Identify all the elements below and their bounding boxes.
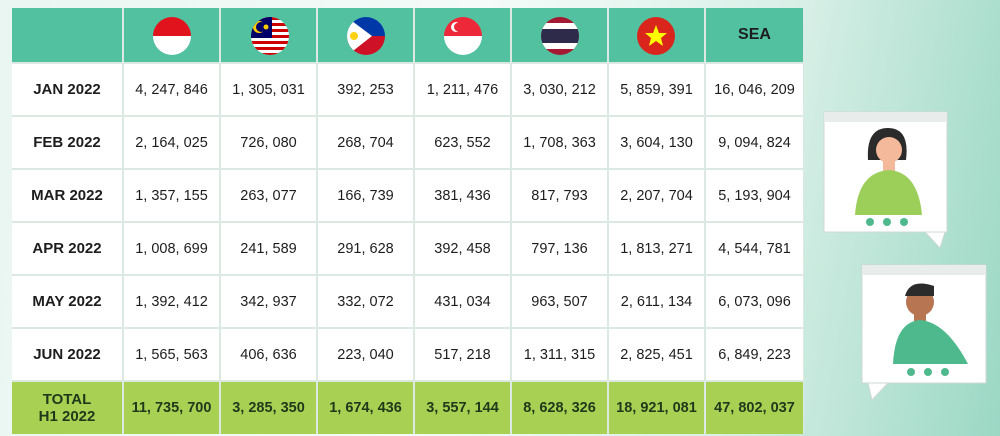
value-cell: 332, 072 — [318, 276, 413, 327]
total-cell: 18, 921, 081 — [609, 382, 704, 434]
value-cell: 726, 080 — [221, 117, 316, 168]
value-cell: 16, 046, 209 — [706, 64, 803, 115]
header-cell — [609, 8, 704, 62]
value-cell: 406, 636 — [221, 329, 316, 380]
value-cell: 1, 311, 315 — [512, 329, 607, 380]
value-cell: 797, 136 — [512, 223, 607, 274]
value-cell: 817, 793 — [512, 170, 607, 221]
value-cell: 1, 392, 412 — [124, 276, 219, 327]
value-cell: 6, 073, 096 — [706, 276, 803, 327]
value-cell: 1, 708, 363 — [512, 117, 607, 168]
value-cell: 2, 164, 025 — [124, 117, 219, 168]
value-cell: 223, 040 — [318, 329, 413, 380]
value-cell: 5, 859, 391 — [609, 64, 704, 115]
value-cell: 392, 458 — [415, 223, 510, 274]
header-cell — [415, 8, 510, 62]
value-cell: 1, 008, 699 — [124, 223, 219, 274]
header-cell — [12, 8, 122, 62]
value-cell: 1, 211, 476 — [415, 64, 510, 115]
value-cell: 431, 034 — [415, 276, 510, 327]
value-cell: 2, 825, 451 — [609, 329, 704, 380]
value-cell: 3, 030, 212 — [512, 64, 607, 115]
value-cell: 4, 544, 781 — [706, 223, 803, 274]
value-cell: 291, 628 — [318, 223, 413, 274]
value-cell: 5, 193, 904 — [706, 170, 803, 221]
value-cell: 517, 218 — [415, 329, 510, 380]
value-cell: 2, 207, 704 — [609, 170, 704, 221]
value-cell: 1, 565, 563 — [124, 329, 219, 380]
total-label-line: H1 2022 — [38, 408, 96, 425]
video-call-man — [861, 264, 987, 402]
total-cell: 3, 557, 144 — [415, 382, 510, 434]
row-label: FEB 2022 — [12, 117, 122, 168]
header-sea: SEA — [706, 8, 803, 62]
value-cell: 9, 094, 824 — [706, 117, 803, 168]
total-label: TOTAL H1 2022 — [12, 382, 122, 434]
total-label-line: TOTAL — [42, 391, 92, 408]
total-cell: 8, 628, 326 — [512, 382, 607, 434]
value-cell: 963, 507 — [512, 276, 607, 327]
value-cell: 263, 077 — [221, 170, 316, 221]
row-label: MAR 2022 — [12, 170, 122, 221]
row-label: APR 2022 — [12, 223, 122, 274]
row-label: JUN 2022 — [12, 329, 122, 380]
value-cell: 4, 247, 846 — [124, 64, 219, 115]
header-cell — [512, 8, 607, 62]
video-call-woman — [823, 111, 948, 249]
value-cell: 241, 589 — [221, 223, 316, 274]
total-cell: 3, 285, 350 — [221, 382, 316, 434]
header-cell — [221, 8, 316, 62]
value-cell: 2, 611, 134 — [609, 276, 704, 327]
total-cell: 47, 802, 037 — [706, 382, 803, 434]
total-cell: 1, 674, 436 — [318, 382, 413, 434]
header-cell — [318, 8, 413, 62]
value-cell: 1, 357, 155 — [124, 170, 219, 221]
row-label: JAN 2022 — [12, 64, 122, 115]
total-cell: 11, 735, 700 — [124, 382, 219, 434]
value-cell: 392, 253 — [318, 64, 413, 115]
header-cell — [124, 8, 219, 62]
value-cell: 1, 305, 031 — [221, 64, 316, 115]
value-cell: 623, 552 — [415, 117, 510, 168]
value-cell: 342, 937 — [221, 276, 316, 327]
value-cell: 166, 739 — [318, 170, 413, 221]
value-cell: 1, 813, 271 — [609, 223, 704, 274]
value-cell: 3, 604, 130 — [609, 117, 704, 168]
value-cell: 268, 704 — [318, 117, 413, 168]
row-label: MAY 2022 — [12, 276, 122, 327]
value-cell: 381, 436 — [415, 170, 510, 221]
value-cell: 6, 849, 223 — [706, 329, 803, 380]
